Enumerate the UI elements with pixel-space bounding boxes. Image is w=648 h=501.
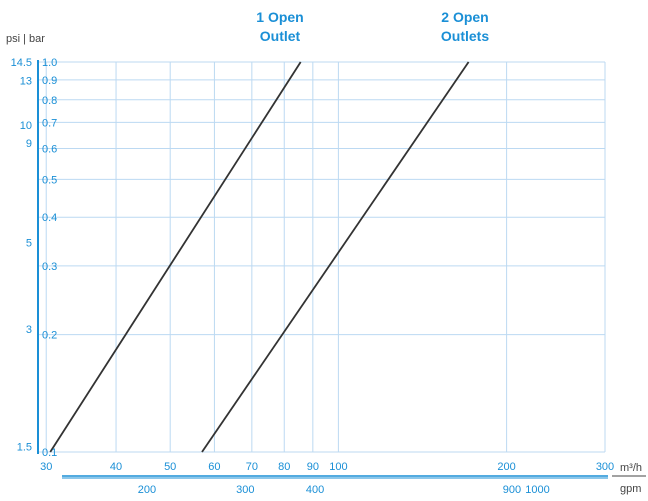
gpm-tick-label: 1000 [525, 484, 549, 496]
series-line-1 [49, 61, 302, 453]
gpm-tick-label: 900 [503, 484, 521, 496]
gpm-tick-label: 300 [236, 484, 254, 496]
y-unit-label: psi | bar [6, 33, 45, 45]
m3h-tick-label: 80 [278, 461, 290, 473]
bar-tick-label: 0.8 [42, 95, 57, 107]
tick-labels: 0.1 0.2 0.3 0.4 0.5 0.6 0.7 0.8 0.9 1.0 1.5 3 5 9 10 13… [11, 57, 615, 496]
axes [37, 60, 646, 479]
psi-tick-label: 3 [26, 324, 32, 336]
m3h-tick-label: 70 [246, 461, 258, 473]
bar-tick-label: 0.4 [42, 212, 57, 224]
m3h-tick-label: 50 [164, 461, 176, 473]
bar-tick-label: 0.2 [42, 330, 57, 342]
x-unit-gpm-label: gpm [620, 483, 641, 495]
psi-tick-label: 13 [20, 76, 32, 88]
m3h-tick-label: 200 [497, 461, 515, 473]
grid [38, 61, 606, 453]
m3h-tick-label: 30 [40, 461, 52, 473]
labels: psi | bar m³/h gpm 1 Open Outlet 2 Open … [6, 9, 642, 495]
m3h-tick-label: 300 [596, 461, 614, 473]
m3h-tick-label: 90 [307, 461, 319, 473]
bar-tick-label: 0.3 [42, 261, 57, 273]
psi-tick-label: 5 [26, 237, 32, 249]
m3h-tick-label: 100 [329, 461, 347, 473]
series-2-label-line-1: 2 Open [441, 9, 488, 25]
bar-tick-label: 0.7 [42, 117, 57, 129]
bar-tick-label: 1.0 [42, 57, 57, 69]
psi-tick-label: 10 [20, 120, 32, 132]
psi-tick-label: 1.5 [17, 441, 32, 453]
series-lines [49, 61, 470, 453]
bar-tick-label: 0.6 [42, 144, 57, 156]
gpm-tick-label: 200 [138, 484, 156, 496]
bar-tick-label: 0.5 [42, 174, 57, 186]
m3h-tick-label: 60 [208, 461, 220, 473]
x-unit-m3h-label: m³/h [620, 462, 642, 474]
series-1-label-line-2: Outlet [260, 28, 301, 44]
bar-tick-label: 0.9 [42, 75, 57, 87]
bar-tick-label: 0.1 [42, 447, 57, 459]
series-line-2 [201, 61, 470, 453]
series-1-label-line-1: 1 Open [256, 9, 303, 25]
m3h-tick-label: 40 [110, 461, 122, 473]
series-2-label-line-2: Outlets [441, 28, 489, 44]
psi-tick-label: 9 [26, 138, 32, 150]
psi-tick-label: 14.5 [11, 57, 32, 69]
gpm-tick-label: 400 [306, 484, 324, 496]
